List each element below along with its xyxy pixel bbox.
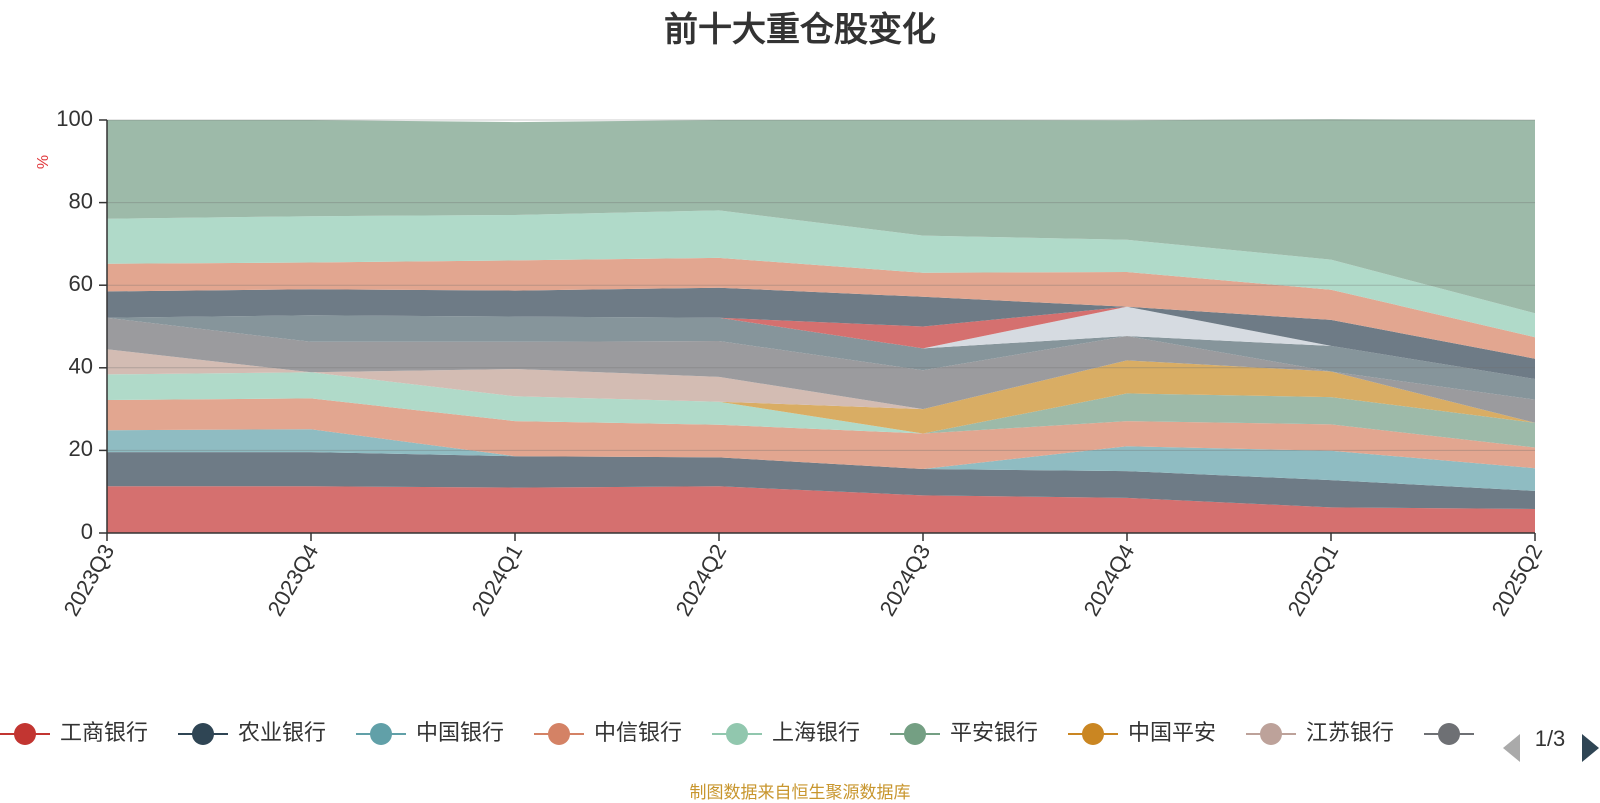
area-series-4 xyxy=(107,398,1535,469)
legend-marker-icon xyxy=(1082,723,1104,745)
legend-marker-icon xyxy=(14,723,36,745)
y-tick-label: 40 xyxy=(69,354,93,379)
x-tick-label: 2024Q4 xyxy=(1079,540,1140,620)
area-series-11 xyxy=(107,306,1535,379)
area-series-3 xyxy=(107,429,1535,491)
legend-marker-icon xyxy=(192,723,214,745)
x-tick-label: 2024Q1 xyxy=(467,540,528,620)
area-series-14 xyxy=(107,257,1535,359)
legend-item[interactable]: 平安银行 xyxy=(890,720,1038,745)
legend-label: 工商银行 xyxy=(60,720,148,745)
legend-item[interactable]: 兴业银行 xyxy=(1424,720,1572,745)
y-tick-label: 0 xyxy=(81,519,93,544)
area-series-9 xyxy=(107,317,1535,423)
y-axis-unit-label: % xyxy=(35,155,52,169)
x-tick-label: 2023Q4 xyxy=(263,540,324,620)
y-tick-label: 60 xyxy=(69,271,93,296)
area-series-1 xyxy=(107,486,1535,533)
area-series-13 xyxy=(107,287,1535,379)
area-series-2 xyxy=(107,452,1535,509)
x-tick-label: 2025Q2 xyxy=(1487,540,1548,620)
x-tick-label: 2024Q2 xyxy=(671,540,732,620)
legend-item[interactable]: 中信银行 xyxy=(534,720,682,745)
legend-page-indicator: 1/3 xyxy=(1535,726,1566,751)
legend-item[interactable]: 中国银行 xyxy=(356,720,504,745)
x-tick-label: 2025Q1 xyxy=(1283,540,1344,620)
y-tick-label: 20 xyxy=(69,436,93,461)
grid-lines xyxy=(107,119,1535,451)
legend-marker-icon xyxy=(1438,723,1460,745)
area-series-6 xyxy=(107,372,1535,448)
legend-item[interactable]: 江苏银行 xyxy=(1246,720,1394,745)
legend-label: 中国平安 xyxy=(1128,720,1216,745)
legend-item[interactable]: 工商银行 xyxy=(0,720,148,745)
legend-item[interactable]: 中国平安 xyxy=(1068,720,1216,745)
legend-marker-icon xyxy=(548,723,570,745)
legend-label: 江苏银行 xyxy=(1306,720,1394,745)
legend-prev-arrow-icon[interactable] xyxy=(1503,734,1520,762)
legend-item[interactable]: 上海银行 xyxy=(712,720,860,745)
legend-pager: 1/3 xyxy=(1503,726,1599,762)
area-series-10 xyxy=(107,315,1535,400)
legend: 工商银行 农业银行 中国银行 中信银行 上海银行 平安银行 中国平安 江苏银行 兴业银行 xyxy=(0,720,1572,745)
x-tick-label: 2023Q3 xyxy=(59,540,120,620)
area-series-16 xyxy=(107,119,1535,314)
y-tick-label: 80 xyxy=(69,188,93,213)
chart-title: 前十大重仓股变化 xyxy=(664,11,936,49)
legend-item[interactable]: 农业银行 xyxy=(178,720,326,745)
legend-marker-icon xyxy=(726,723,748,745)
legend-label: 中信银行 xyxy=(594,720,682,745)
legend-next-arrow-icon[interactable] xyxy=(1582,734,1599,762)
legend-label: 上海银行 xyxy=(772,720,860,745)
data-source-footer: 制图数据来自恒生聚源数据库 xyxy=(689,783,911,802)
legend-marker-icon xyxy=(904,723,926,745)
area-layers xyxy=(107,119,1535,533)
legend-marker-icon xyxy=(370,723,392,745)
legend-label: 平安银行 xyxy=(950,720,1038,745)
area-series-5 xyxy=(107,372,1535,448)
legend-marker-icon xyxy=(1260,723,1282,745)
area-series-15 xyxy=(107,210,1535,338)
legend-label: 中国银行 xyxy=(416,720,504,745)
legend-label: 农业银行 xyxy=(238,720,326,745)
y-tick-label: 100 xyxy=(56,106,93,131)
x-tick-label: 2024Q3 xyxy=(875,540,936,620)
area-series-7 xyxy=(107,360,1535,434)
